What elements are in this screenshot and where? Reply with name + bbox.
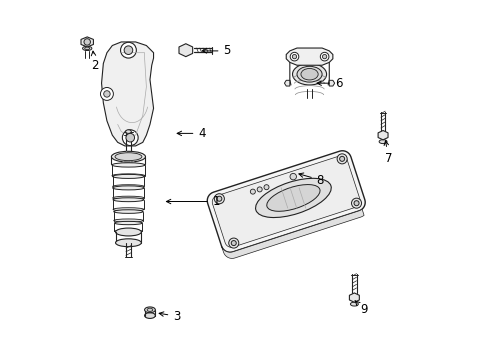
Circle shape xyxy=(231,240,236,246)
Ellipse shape xyxy=(112,163,145,167)
Ellipse shape xyxy=(115,230,143,233)
Ellipse shape xyxy=(113,198,144,202)
Circle shape xyxy=(124,46,133,54)
Polygon shape xyxy=(221,209,364,258)
Ellipse shape xyxy=(114,210,143,213)
Ellipse shape xyxy=(125,130,131,134)
Ellipse shape xyxy=(267,185,320,211)
Ellipse shape xyxy=(112,174,145,177)
Circle shape xyxy=(340,156,344,161)
Ellipse shape xyxy=(111,151,146,162)
Polygon shape xyxy=(378,131,388,140)
Ellipse shape xyxy=(113,185,144,188)
Polygon shape xyxy=(207,151,365,252)
Ellipse shape xyxy=(116,228,141,236)
Polygon shape xyxy=(349,293,359,302)
Ellipse shape xyxy=(113,174,144,179)
Ellipse shape xyxy=(293,63,326,85)
Ellipse shape xyxy=(301,68,318,80)
Circle shape xyxy=(100,87,113,100)
Ellipse shape xyxy=(256,178,331,217)
Circle shape xyxy=(214,194,224,204)
Polygon shape xyxy=(212,156,360,247)
Polygon shape xyxy=(329,80,335,86)
Ellipse shape xyxy=(350,302,358,306)
Circle shape xyxy=(84,39,91,45)
Ellipse shape xyxy=(113,208,144,211)
Circle shape xyxy=(122,130,138,145)
Text: 1: 1 xyxy=(167,195,220,208)
Ellipse shape xyxy=(181,46,187,54)
Circle shape xyxy=(104,91,110,97)
Ellipse shape xyxy=(379,140,387,144)
Text: 4: 4 xyxy=(177,127,206,140)
Circle shape xyxy=(126,134,135,142)
Circle shape xyxy=(290,52,299,61)
Ellipse shape xyxy=(115,153,142,161)
Circle shape xyxy=(293,54,296,59)
Text: 5: 5 xyxy=(202,44,231,57)
Text: 7: 7 xyxy=(384,141,392,165)
Circle shape xyxy=(320,52,329,61)
Ellipse shape xyxy=(85,47,90,50)
Circle shape xyxy=(337,154,347,164)
Ellipse shape xyxy=(297,66,322,82)
Text: 8: 8 xyxy=(299,173,324,186)
Polygon shape xyxy=(285,80,290,86)
Text: 2: 2 xyxy=(91,51,98,72)
Ellipse shape xyxy=(145,307,155,313)
Polygon shape xyxy=(101,42,153,146)
Ellipse shape xyxy=(115,221,143,225)
Ellipse shape xyxy=(116,239,141,247)
Circle shape xyxy=(257,187,262,192)
Text: 3: 3 xyxy=(159,310,181,323)
Circle shape xyxy=(217,196,222,201)
Ellipse shape xyxy=(145,313,155,319)
Circle shape xyxy=(250,189,255,194)
Circle shape xyxy=(121,42,136,58)
Circle shape xyxy=(290,174,296,180)
Circle shape xyxy=(322,54,327,59)
Text: 9: 9 xyxy=(355,301,368,316)
Ellipse shape xyxy=(113,196,144,200)
Circle shape xyxy=(354,201,359,206)
Polygon shape xyxy=(286,48,333,65)
Ellipse shape xyxy=(147,308,153,311)
Circle shape xyxy=(351,198,362,208)
Polygon shape xyxy=(81,37,94,47)
Polygon shape xyxy=(179,44,193,57)
Ellipse shape xyxy=(113,186,144,190)
Circle shape xyxy=(264,185,269,190)
Text: 6: 6 xyxy=(317,77,342,90)
Circle shape xyxy=(229,238,239,248)
Ellipse shape xyxy=(82,46,92,50)
Ellipse shape xyxy=(114,219,143,222)
